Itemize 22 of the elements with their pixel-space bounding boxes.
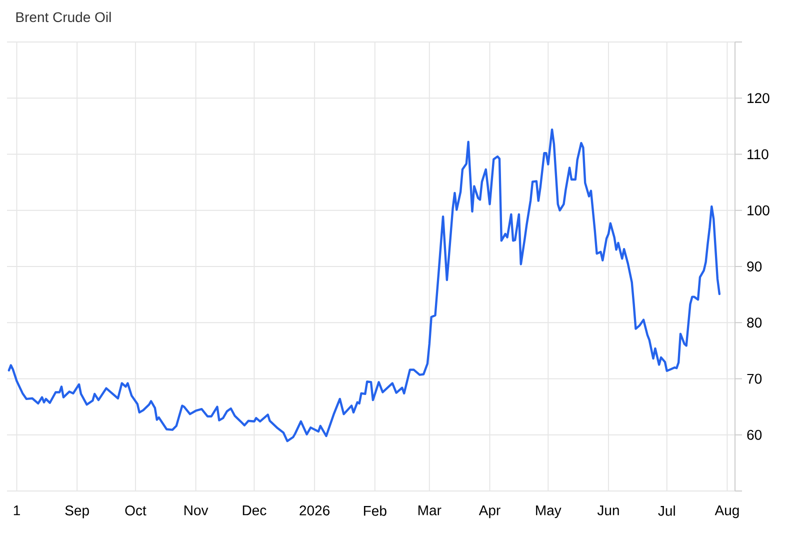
y-tick-label: 90 [747,262,762,272]
y-tick-label: 60 [747,430,762,440]
chart-title: Brent Crude Oil [16,12,111,22]
x-tick-label: Oct [125,506,146,516]
x-tick-label: Jul [658,506,675,516]
y-tick-label: 120 [748,93,770,104]
y-tick-label: 110 [748,149,768,160]
y-tick-label: 100 [748,205,770,216]
x-tick-label: 2026 [300,506,330,516]
line-series [8,128,721,442]
x-tick-label: Mar [418,506,442,516]
x-tick-label: Sep [65,506,89,518]
x-tick-label: 1 [14,506,20,516]
y-tick-label: 80 [747,318,762,328]
x-tick-label: Apr [478,506,500,518]
y-tick-label: 70 [747,374,762,384]
x-tick-label: Dec [242,506,266,516]
x-tick-label: May [536,506,562,518]
x-tick-label: Feb [364,506,386,516]
x-tick-label: Nov [184,506,208,516]
x-tick-label: Jun [597,506,619,516]
x-tick-label: Aug [714,506,739,518]
